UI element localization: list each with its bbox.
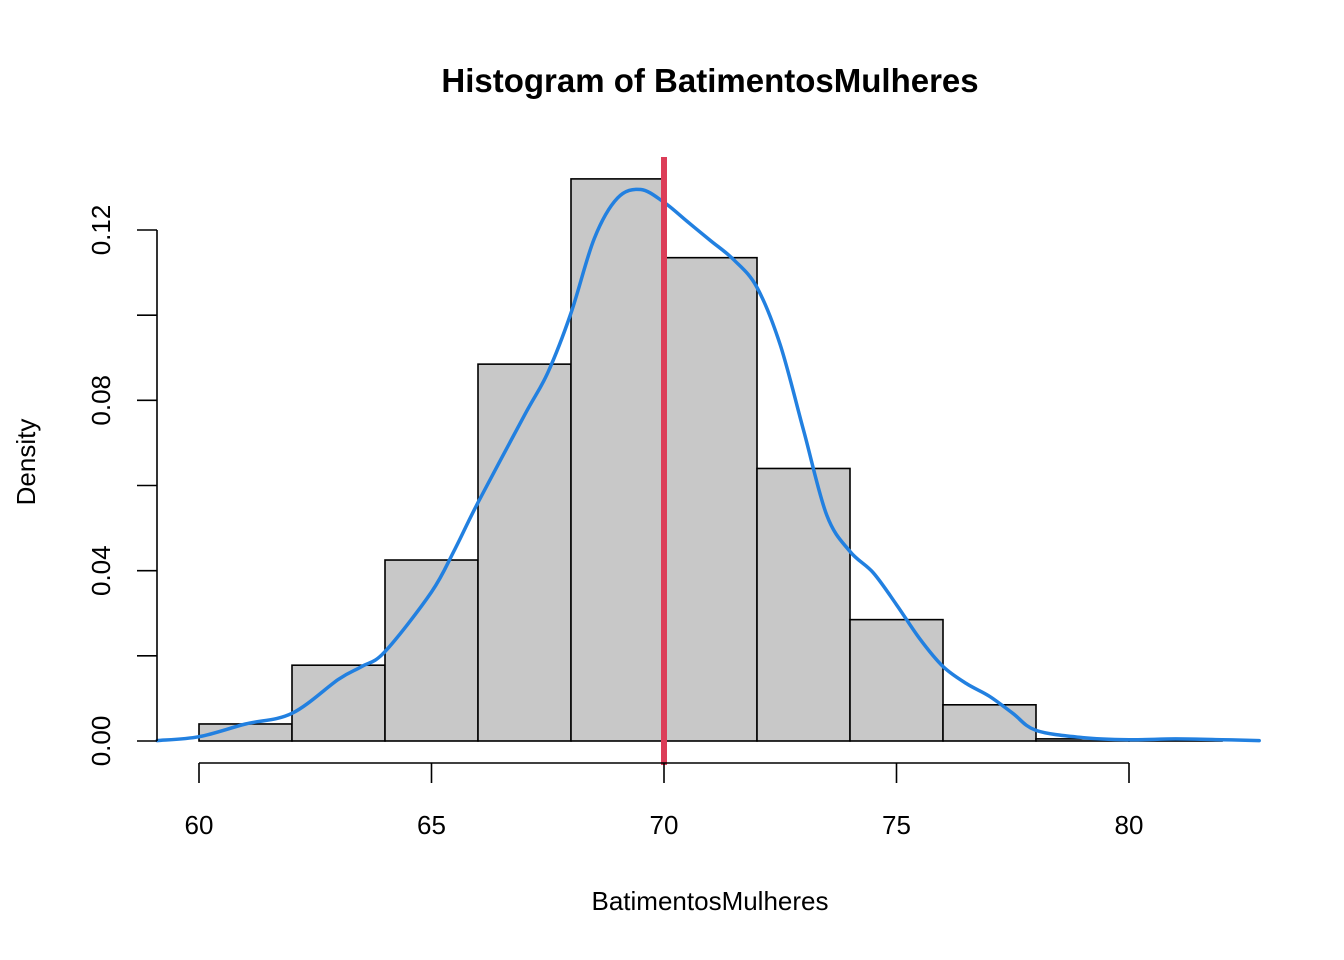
histogram-bar-68-70 xyxy=(570,178,665,742)
x-tick-label-70: 70 xyxy=(650,810,679,840)
x-tick-label-75: 75 xyxy=(882,810,911,840)
histogram-bar-66-68 xyxy=(477,363,572,742)
y-tick-label-0.04: 0.04 xyxy=(86,545,116,596)
density-curve xyxy=(155,187,1261,743)
x-axis: 60 65 70 75 80 xyxy=(185,762,1144,840)
chart-title: Histogram of BatimentosMulheres xyxy=(441,62,978,99)
histogram-bar-74-76 xyxy=(849,618,944,742)
histogram-bar-72-74 xyxy=(756,467,851,742)
x-tick-label-80: 80 xyxy=(1115,810,1144,840)
histogram-bar-70-72 xyxy=(663,256,758,742)
y-tick-label-0.00: 0.00 xyxy=(86,716,116,767)
histogram-bar-76-78 xyxy=(942,704,1037,742)
y-tick-label-0.12: 0.12 xyxy=(86,205,116,256)
x-tick-label-60: 60 xyxy=(185,810,214,840)
x-axis-label: BatimentosMulheres xyxy=(592,886,829,916)
y-tick-label-0.08: 0.08 xyxy=(86,375,116,426)
histogram-bar-64-66 xyxy=(384,559,479,742)
y-axis-label: Density xyxy=(11,419,41,506)
bars xyxy=(198,178,1223,742)
y-axis: 0.00 0.04 0.08 0.12 xyxy=(86,205,158,767)
x-tick-label-65: 65 xyxy=(417,810,446,840)
